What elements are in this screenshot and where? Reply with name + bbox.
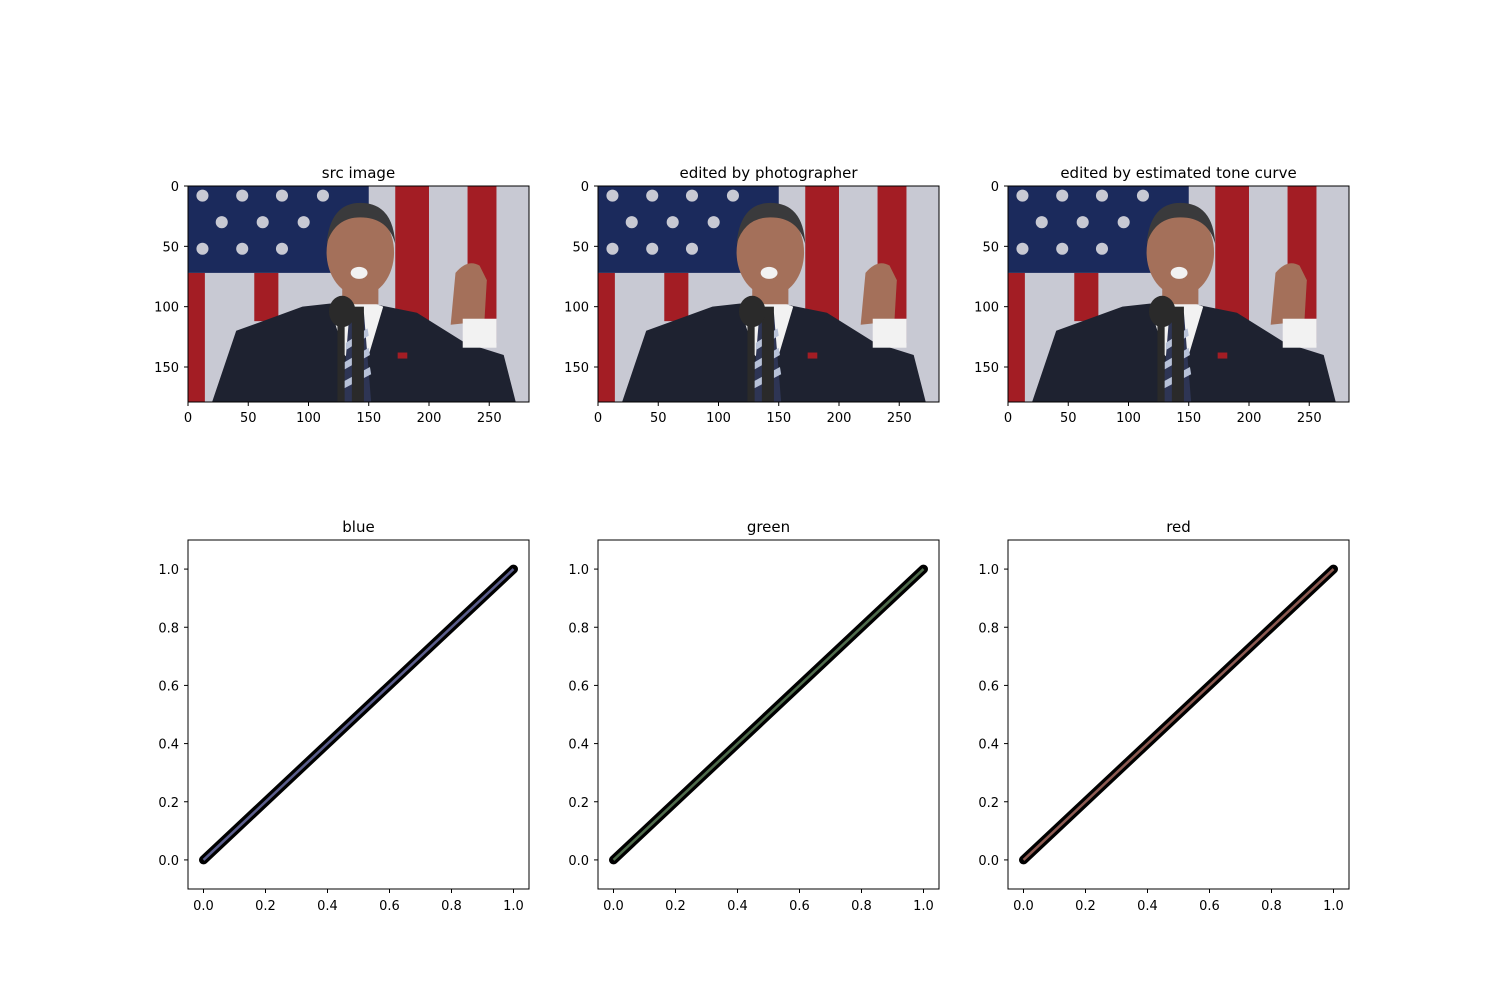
x-tick-label: 0.8 — [851, 899, 872, 914]
green-channel-plot: green 0.0 0.2 0.4 0.6 0.8 1.0 0.0 0.2 0.4 0.6 0.8… — [568, 518, 940, 914]
src-photo — [188, 186, 529, 402]
axes-frame — [1007, 185, 1350, 403]
panel-title: edited by photographer — [679, 164, 858, 182]
blue-channel-plot: blue 0.0 0.2 0.4 0.6 0.8 1.0 0.0 0.2 0.4 0.6 0.8 1… — [158, 518, 530, 914]
y-tick-label: 150 — [974, 361, 999, 376]
x-tick-label: 100 — [706, 411, 731, 426]
x-tick-label: 150 — [1176, 411, 1201, 426]
y-tick-label: 100 — [974, 301, 999, 316]
tone-curve-edit-panel: edited by estimated tone curve 0 50 100 150… — [974, 164, 1350, 426]
y-tick-label: 0.4 — [978, 738, 999, 753]
panel-title: edited by estimated tone curve — [1060, 164, 1296, 182]
x-tick-label: 150 — [356, 411, 381, 426]
x-tick-label: 0.4 — [727, 899, 748, 914]
x-tick-label: 0 — [1004, 411, 1012, 426]
y-tick-label: 1.0 — [978, 563, 999, 578]
x-tick-label: 0 — [594, 411, 602, 426]
x-tick-label: 0.2 — [255, 899, 276, 914]
x-tick-label: 200 — [1237, 411, 1262, 426]
x-tick-label: 0.4 — [1137, 899, 1158, 914]
x-tick-label: 1.0 — [1323, 899, 1344, 914]
x-tick-label: 0.6 — [1199, 899, 1220, 914]
y-tick-label: 1.0 — [568, 563, 589, 578]
y-tick-label: 50 — [982, 240, 999, 255]
y-tick-label: 0.0 — [568, 854, 589, 869]
y-tick-label: 0 — [581, 180, 589, 195]
x-tick-label: 0.0 — [1013, 899, 1034, 914]
y-tick-label: 50 — [572, 240, 589, 255]
panel-title: green — [747, 518, 790, 536]
photographer-edit-panel: edited by photographer 0 50 100 150 200 250 0… — [564, 164, 940, 426]
y-tick-label: 0.0 — [158, 854, 179, 869]
x-tick-label: 250 — [477, 411, 502, 426]
y-tick-label: 0.2 — [978, 796, 999, 811]
y-tick-label: 150 — [564, 361, 589, 376]
y-tick-label: 0 — [171, 180, 179, 195]
y-tick-label: 0.6 — [158, 679, 179, 694]
y-tick-label: 0.8 — [568, 621, 589, 636]
x-tick-label: 0.8 — [1261, 899, 1282, 914]
y-tick-label: 0.2 — [568, 796, 589, 811]
y-tick-label: 0.2 — [158, 796, 179, 811]
axes-frame — [597, 185, 940, 403]
x-tick-label: 100 — [1116, 411, 1141, 426]
y-tick-label: 0.6 — [978, 679, 999, 694]
tone-curve-line — [202, 568, 515, 861]
src-image-panel: src image 0 50 100 150 200 250 0 50 100 150 — [154, 164, 530, 426]
y-tick-label: 1.0 — [158, 563, 179, 578]
x-tick-label: 1.0 — [913, 899, 934, 914]
x-tick-label: 50 — [240, 411, 257, 426]
panel-title: src image — [322, 164, 395, 182]
axes-frame — [187, 185, 530, 403]
x-tick-label: 250 — [887, 411, 912, 426]
y-tick-label: 0.4 — [568, 738, 589, 753]
x-tick-label: 50 — [650, 411, 667, 426]
x-tick-label: 0.6 — [789, 899, 810, 914]
y-tick-label: 0.8 — [158, 621, 179, 636]
y-tick-label: 50 — [162, 240, 179, 255]
x-tick-label: 200 — [417, 411, 442, 426]
x-tick-label: 100 — [296, 411, 321, 426]
tone-curve-line — [1022, 568, 1335, 861]
x-tick-label: 0.8 — [441, 899, 462, 914]
x-tick-label: 0.0 — [603, 899, 624, 914]
panel-title: red — [1166, 518, 1191, 536]
x-tick-label: 0.2 — [665, 899, 686, 914]
y-tick-label: 0.8 — [978, 621, 999, 636]
tone-curve-photo — [1008, 186, 1349, 402]
x-tick-label: 0.0 — [193, 899, 214, 914]
y-tick-label: 0.4 — [158, 738, 179, 753]
x-tick-label: 0 — [184, 411, 192, 426]
x-tick-label: 50 — [1060, 411, 1077, 426]
y-tick-label: 0.6 — [568, 679, 589, 694]
x-tick-label: 0.2 — [1075, 899, 1096, 914]
x-tick-label: 200 — [827, 411, 852, 426]
x-tick-label: 0.4 — [317, 899, 338, 914]
y-tick-label: 0 — [991, 180, 999, 195]
x-tick-label: 1.0 — [503, 899, 524, 914]
x-tick-label: 0.6 — [379, 899, 400, 914]
y-tick-label: 0.0 — [978, 854, 999, 869]
x-tick-label: 150 — [766, 411, 791, 426]
tone-curve-line — [612, 568, 925, 861]
red-channel-plot: red 0.0 0.2 0.4 0.6 0.8 1.0 0.0 0.2 0.4 0.6 0.8 1.… — [978, 518, 1350, 914]
y-tick-label: 100 — [564, 301, 589, 316]
y-tick-label: 100 — [154, 301, 179, 316]
y-tick-label: 150 — [154, 361, 179, 376]
x-tick-label: 250 — [1297, 411, 1322, 426]
panel-title: blue — [342, 518, 374, 536]
photographer-photo — [598, 186, 939, 402]
